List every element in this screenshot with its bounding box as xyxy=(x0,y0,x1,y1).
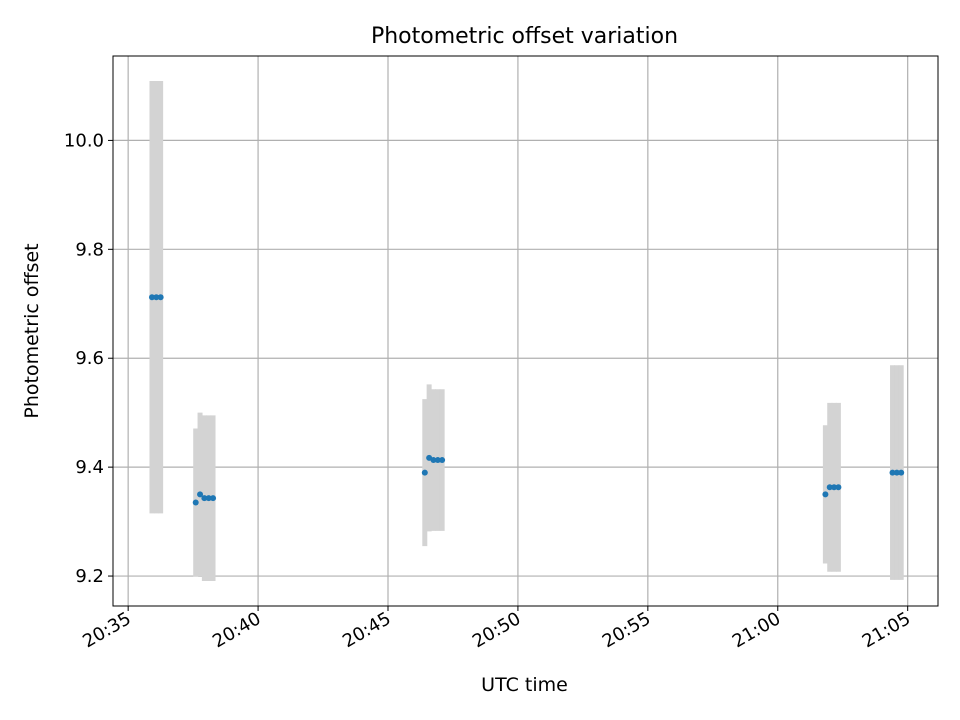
y-tick-label: 9.6 xyxy=(75,348,104,369)
grid xyxy=(113,56,938,606)
data-point xyxy=(822,491,829,498)
data-point xyxy=(421,469,428,476)
data-point xyxy=(192,499,199,506)
data-point xyxy=(201,495,208,502)
data-point xyxy=(826,484,833,491)
data-point xyxy=(835,484,842,491)
data-point xyxy=(148,294,155,301)
data-point xyxy=(430,457,437,464)
data-points xyxy=(148,294,905,506)
y-tick-label: 9.8 xyxy=(75,239,104,260)
plot-frame xyxy=(112,55,939,607)
data-point xyxy=(889,469,896,476)
data-point xyxy=(157,294,164,301)
data-point xyxy=(210,495,217,502)
data-point xyxy=(893,469,900,476)
y-axis-label: Photometric offset xyxy=(21,243,43,418)
data-point xyxy=(439,457,446,464)
y-tick-label: 9.4 xyxy=(75,457,104,478)
y-tick-label: 9.2 xyxy=(75,566,104,587)
data-point xyxy=(831,484,838,491)
data-point xyxy=(434,457,441,464)
chart-title: Photometric offset variation xyxy=(371,24,678,49)
x-axis-label: UTC time xyxy=(481,674,568,696)
data-point xyxy=(153,294,160,301)
data-point xyxy=(205,495,212,502)
y-axis-ticks: 9.2 9.4 9.6 9.8 10.0 xyxy=(64,130,113,587)
data-point xyxy=(197,491,204,498)
y-tick-label: 10.0 xyxy=(64,130,104,151)
data-point xyxy=(898,469,905,476)
